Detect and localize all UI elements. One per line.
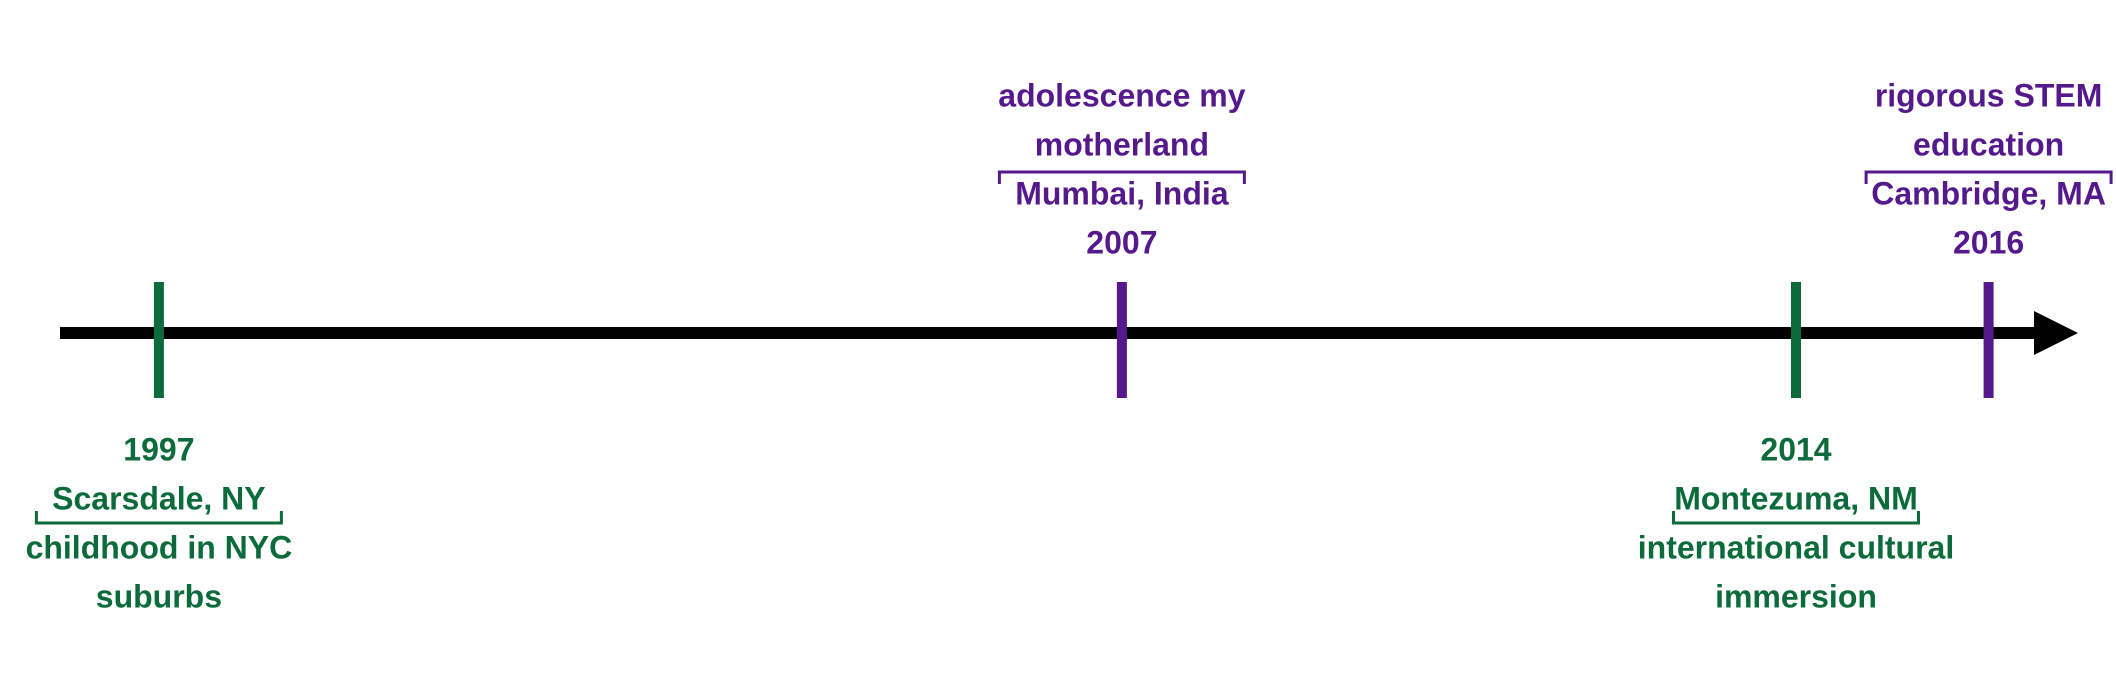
event-year: 2016 (1953, 224, 2024, 260)
event-description-line: international cultural (1638, 529, 1954, 565)
event-place: Mumbai, India (1015, 175, 1229, 211)
event-description-line: suburbs (96, 578, 222, 614)
event-year: 2014 (1760, 431, 1831, 467)
timeline-event-2014: 2014 Montezuma, NM international cultural i… (1638, 282, 1954, 614)
event-tick-2016 (1983, 282, 1994, 398)
event-year: 2007 (1086, 224, 1157, 260)
event-description-line: rigorous STEM (1875, 77, 2103, 113)
event-tick-1997 (153, 282, 164, 398)
event-description-line: adolescence my (998, 77, 1245, 113)
event-place: Cambridge, MA (1871, 175, 2106, 211)
timeline-arrowhead (2034, 311, 2078, 355)
place-bracket (1864, 170, 2113, 184)
event-year: 1997 (123, 431, 194, 467)
place-bracket (1671, 511, 1920, 525)
timeline-event-1997: 1997 Scarsdale, NY childhood in NYC suburbs (26, 282, 293, 614)
event-description-line: childhood in NYC (26, 529, 293, 565)
timeline-events: 1997 Scarsdale, NY childhood in NYC suburbs… (26, 77, 2113, 614)
event-place: Montezuma, NM (1674, 480, 1918, 516)
event-place: Scarsdale, NY (52, 480, 265, 516)
event-description-line: education (1913, 126, 2064, 162)
timeline-event-2007: adolescence my motherland Mumbai, India 200… (997, 77, 1246, 398)
event-description-line: immersion (1715, 578, 1877, 614)
event-description-line: motherland (1035, 126, 1209, 162)
timeline-event-2016: rigorous STEM education Cambridge, MA 2016 (1864, 77, 2113, 398)
place-bracket (997, 170, 1246, 184)
event-tick-2007 (1116, 282, 1127, 398)
event-tick-2014 (1790, 282, 1801, 398)
place-bracket (34, 511, 283, 525)
